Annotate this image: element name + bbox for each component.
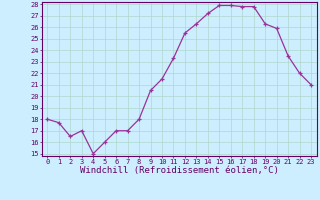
X-axis label: Windchill (Refroidissement éolien,°C): Windchill (Refroidissement éolien,°C) [80, 166, 279, 175]
